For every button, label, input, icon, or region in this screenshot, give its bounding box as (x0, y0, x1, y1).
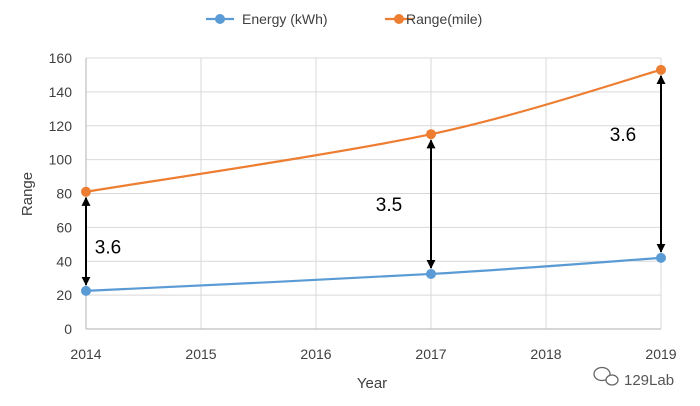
y-tick-label: 160 (49, 50, 73, 66)
legend-label: Range(mile) (406, 11, 482, 27)
legend-marker (215, 14, 225, 24)
y-tick-label: 100 (49, 152, 73, 168)
data-point (81, 285, 91, 296)
series-line (85, 256, 662, 292)
annotations: 3.6 3.5 3.6 (81, 74, 666, 286)
x-tick-label: 2018 (530, 346, 561, 362)
ratio-label: 3.6 (95, 237, 121, 258)
x-axis-title: Year (357, 375, 387, 392)
legend-marker (394, 14, 404, 24)
y-tick-label: 80 (56, 186, 72, 202)
data-point (656, 64, 666, 75)
series (81, 64, 666, 296)
y-tick-label: 40 (56, 253, 72, 269)
data-point (426, 129, 436, 140)
y-tick-label: 20 (56, 287, 72, 303)
x-tick-label: 2016 (300, 346, 331, 362)
y-tick-label: 120 (49, 118, 73, 134)
watermark-text: 129Lab (624, 372, 674, 389)
x-tick-label: 2014 (70, 346, 101, 362)
data-point (656, 252, 666, 263)
tick-labels: 0 20 40 60 80 100 120 140 160 2014 2015 2016 2017 201… (49, 50, 677, 362)
y-tick-label: 60 (56, 219, 72, 235)
chat-bubble-icon (593, 366, 619, 386)
watermark: 129Lab (593, 366, 674, 389)
data-point (81, 186, 91, 197)
x-tick-label: 2015 (185, 346, 216, 362)
legend-item: Energy (kWh) (206, 11, 328, 27)
y-axis-title: Range (19, 172, 36, 216)
y-tick-label: 140 (49, 84, 73, 100)
data-point (426, 268, 436, 279)
ratio-label: 3.6 (610, 125, 636, 146)
x-tick-label: 2017 (415, 346, 446, 362)
grid (86, 57, 662, 329)
legend: Energy (kWh) Range(mile) (206, 11, 482, 27)
legend-item: Range(mile) (385, 11, 482, 27)
x-tick-label: 2019 (645, 346, 676, 362)
ratio-label: 3.5 (376, 195, 402, 216)
series-line (85, 68, 662, 193)
legend-label: Energy (kWh) (242, 11, 328, 27)
y-tick-label: 0 (64, 321, 72, 337)
